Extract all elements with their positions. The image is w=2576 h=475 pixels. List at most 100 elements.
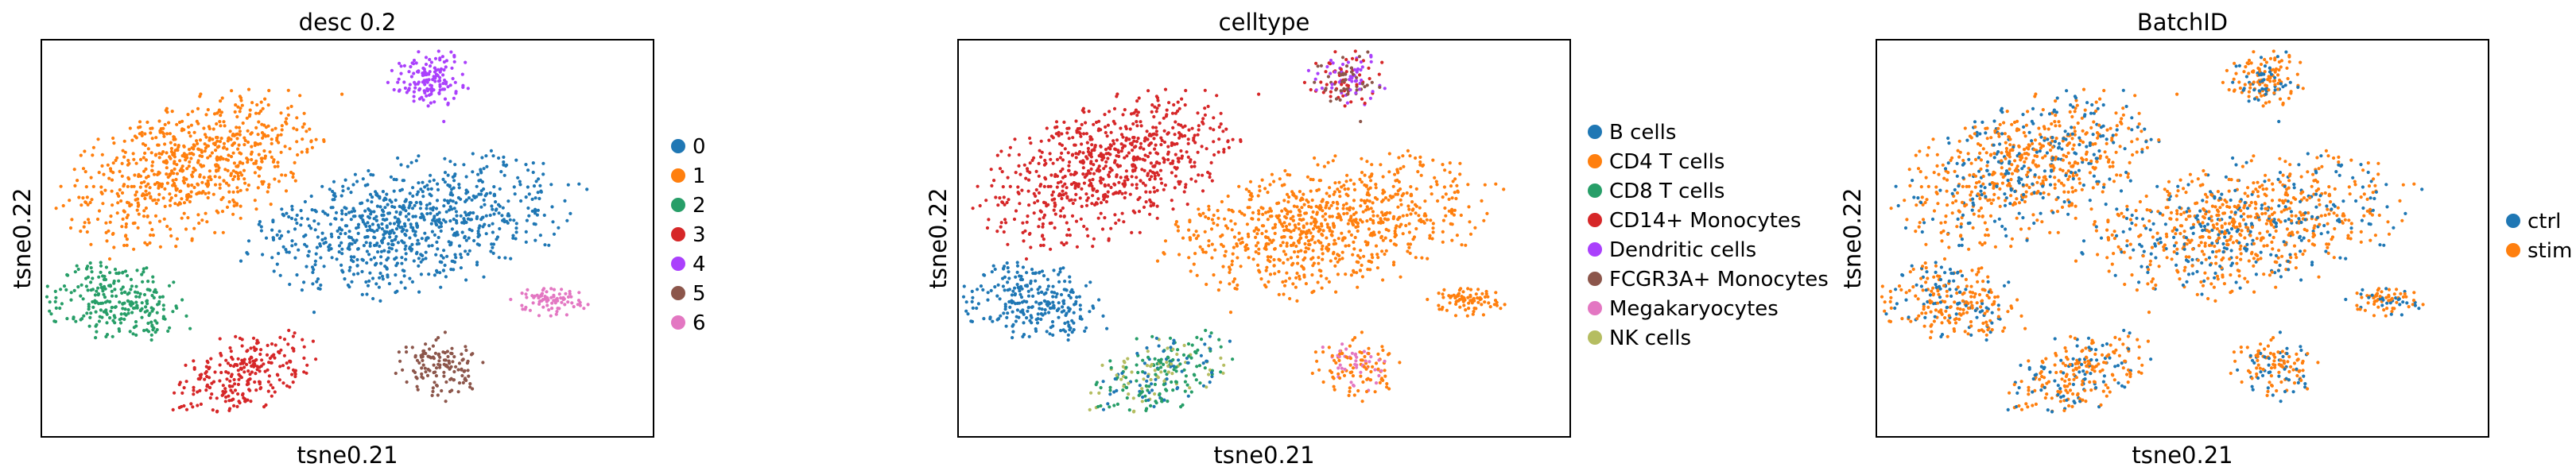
- data-point: [108, 316, 112, 320]
- data-point: [1303, 250, 1307, 254]
- data-point: [1481, 313, 1485, 317]
- data-point: [1113, 377, 1117, 381]
- data-point: [340, 268, 344, 272]
- data-point: [1350, 351, 1354, 355]
- data-point: [563, 303, 567, 307]
- data-point: [1409, 194, 1413, 198]
- data-point: [1350, 56, 1355, 60]
- data-point: [1233, 222, 1237, 226]
- data-point: [1174, 380, 1178, 384]
- data-point: [1345, 101, 1349, 105]
- data-point: [1142, 205, 1146, 209]
- data-point: [1183, 185, 1188, 189]
- data-point: [401, 368, 405, 372]
- data-point: [1357, 87, 1362, 91]
- data-point: [533, 207, 537, 211]
- data-point: [1210, 218, 1214, 222]
- data-point: [1150, 103, 1154, 107]
- data-point: [172, 151, 177, 155]
- data-point: [1237, 231, 1241, 235]
- data-point: [83, 170, 87, 174]
- data-point: [438, 75, 442, 79]
- data-point: [1368, 378, 1373, 382]
- data-point: [1086, 146, 1090, 151]
- data-point: [1201, 248, 1205, 252]
- data-point: [257, 174, 261, 178]
- data-point: [1353, 362, 1357, 366]
- data-point: [239, 98, 243, 102]
- data-point: [1170, 380, 1174, 384]
- data-point: [1336, 202, 1340, 206]
- data-point: [1075, 129, 1079, 133]
- data-point: [490, 204, 494, 208]
- data-point: [1006, 242, 1010, 246]
- data-point: [144, 167, 148, 171]
- data-point: [566, 300, 570, 304]
- data-point: [1061, 206, 1065, 210]
- data-point: [433, 100, 436, 104]
- data-point: [91, 305, 95, 309]
- data-point: [531, 161, 535, 165]
- data-point: [421, 98, 425, 102]
- panel-2-ylabel: tsne0.22: [925, 187, 952, 288]
- data-point: [121, 271, 125, 275]
- data-point: [131, 152, 135, 156]
- data-point: [1181, 236, 1185, 240]
- data-point: [349, 218, 353, 222]
- data-point: [995, 230, 999, 234]
- data-point: [1217, 125, 1221, 129]
- data-point: [282, 353, 286, 357]
- data-point: [1335, 207, 1339, 210]
- data-point: [1351, 207, 1356, 210]
- data-point: [1226, 194, 1230, 199]
- data-point: [519, 199, 523, 203]
- data-point: [157, 299, 161, 303]
- data-point: [1126, 357, 1130, 361]
- data-point: [1184, 183, 1188, 187]
- data-point: [269, 361, 273, 365]
- data-point: [218, 120, 222, 124]
- data-point: [2038, 133, 2043, 137]
- data-point: [1162, 379, 1166, 383]
- data-point: [1209, 331, 1213, 335]
- data-point: [1051, 190, 1055, 194]
- data-point: [1223, 254, 1227, 258]
- data-point: [538, 299, 542, 303]
- data-point: [418, 215, 423, 219]
- data-point: [212, 112, 217, 116]
- data-point: [241, 161, 245, 165]
- data-point: [1172, 102, 1176, 107]
- data-point: [545, 290, 549, 294]
- data-point: [438, 271, 442, 275]
- data-point: [1298, 236, 1302, 241]
- data-point: [223, 387, 227, 391]
- data-point: [566, 183, 570, 187]
- data-point: [1368, 217, 1372, 222]
- legend-marker: [1588, 154, 1602, 168]
- data-point: [262, 149, 266, 153]
- data-point: [1342, 373, 1347, 377]
- data-point: [1448, 161, 1452, 165]
- data-point: [392, 222, 397, 226]
- data-point: [277, 180, 281, 183]
- data-point: [1453, 314, 1458, 318]
- data-point: [1268, 183, 1272, 187]
- data-point: [1042, 292, 1046, 296]
- data-point: [437, 210, 441, 214]
- data-point: [137, 212, 141, 216]
- data-point: [533, 196, 537, 200]
- data-point: [543, 243, 547, 247]
- data-point: [1359, 119, 1363, 124]
- data-point: [236, 369, 240, 373]
- data-point: [1051, 333, 1055, 337]
- data-point: [1327, 207, 1332, 210]
- data-point: [485, 164, 489, 168]
- data-point: [1351, 366, 1356, 370]
- data-point: [103, 295, 107, 299]
- data-point: [526, 185, 530, 189]
- data-point: [1041, 313, 1045, 317]
- data-point: [430, 244, 434, 248]
- data-point: [1030, 321, 1034, 325]
- data-point: [184, 153, 188, 157]
- data-point: [434, 253, 438, 257]
